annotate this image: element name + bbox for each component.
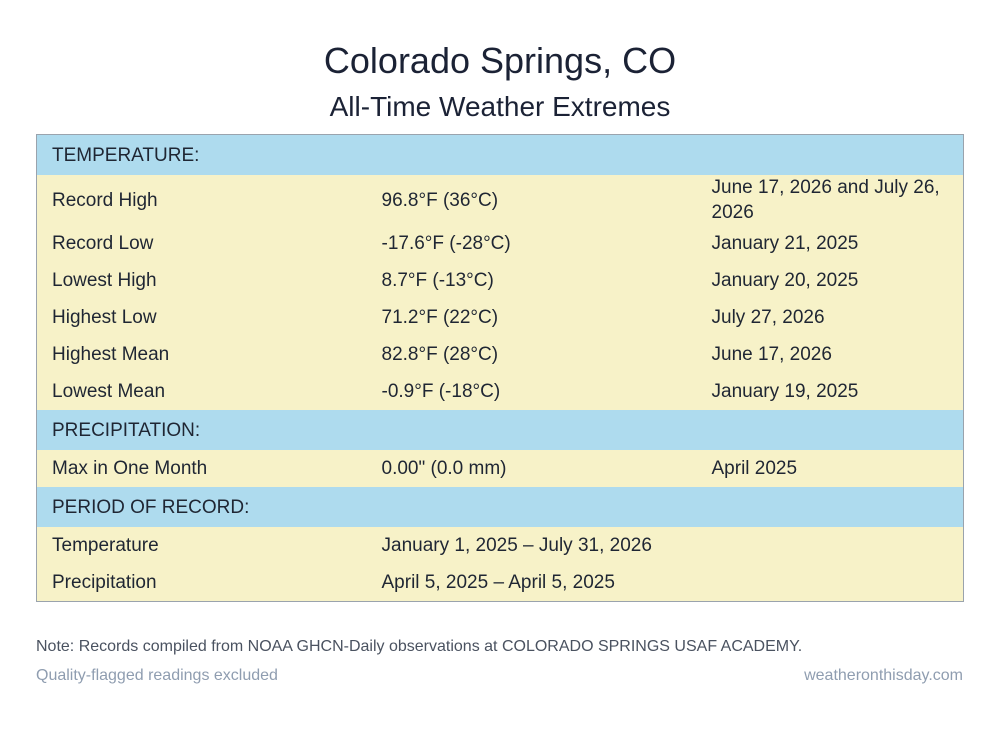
cell: Lowest High (36, 262, 367, 299)
cell: 0.00" (0.0 mm) (366, 450, 697, 487)
cell: Lowest Mean (36, 373, 367, 410)
section-label: PERIOD OF RECORD: (36, 487, 964, 527)
cell: January 1, 2025 – July 31, 2026 (366, 527, 697, 564)
cell: Max in One Month (36, 450, 367, 487)
data-row: Record Low -17.6°F (-28°C) January 21, 202… (36, 225, 964, 262)
source: weatheronthisday.com (804, 667, 963, 684)
cell: July 27, 2026 (696, 299, 964, 336)
cell: June 17, 2026 (696, 336, 964, 373)
empty-cell (696, 564, 964, 602)
section-label: TEMPERATURE: (36, 134, 964, 175)
cell: Highest Mean (36, 336, 367, 373)
qualifier: Quality-flagged readings excluded (36, 667, 278, 684)
data-row: Highest Mean 82.8°F (28°C) June 17, 2026 (36, 336, 964, 373)
cell: 8.7°F (-13°C) (366, 262, 697, 299)
cell: January 21, 2025 (696, 225, 964, 262)
extremes-table: TEMPERATURE: Record High 96.8°F (36°C) June… (36, 134, 964, 602)
cell: January 20, 2025 (696, 262, 964, 299)
cell: Temperature (36, 527, 367, 564)
cell: Precipitation (36, 564, 367, 602)
data-row: Precipitation April 5, 2025 – April 5, 20… (36, 564, 964, 602)
cell: April 5, 2025 – April 5, 2025 (366, 564, 697, 602)
empty-cell (696, 527, 964, 564)
cell: 96.8°F (36°C) (366, 175, 697, 225)
cell: 71.2°F (22°C) (366, 299, 697, 336)
section-row: PRECIPITATION: (36, 410, 964, 450)
subtitle: All-Time Weather Extremes (329, 91, 671, 122)
cell: Record Low (36, 225, 367, 262)
data-row: Temperature January 1, 2025 – July 31, 20… (36, 527, 964, 564)
cell: January 19, 2025 (696, 373, 964, 410)
data-row: Max in One Month 0.00" (0.0 mm) April 2025 (36, 450, 964, 487)
cell: June 17, 2026 and July 26, 2026 (696, 175, 964, 225)
section-row: PERIOD OF RECORD: (36, 487, 964, 527)
cell: Highest Low (36, 299, 367, 336)
data-row: Highest Low 71.2°F (22°C) July 27, 2026 (36, 299, 964, 336)
cell: 82.8°F (28°C) (366, 336, 697, 373)
section-label: PRECIPITATION: (36, 410, 964, 450)
section-row: TEMPERATURE: (36, 134, 964, 175)
cell: -0.9°F (-18°C) (366, 373, 697, 410)
data-row: Lowest Mean -0.9°F (-18°C) January 19, 202… (36, 373, 964, 410)
data-row: Record High 96.8°F (36°C) June 17, 2026 an… (36, 175, 964, 225)
cell: Record High (36, 175, 367, 225)
cell: -17.6°F (-28°C) (366, 225, 697, 262)
title: Colorado Springs, CO (323, 40, 677, 81)
cell: April 2025 (696, 450, 964, 487)
note: Note: Records compiled from NOAA GHCN-Da… (36, 638, 803, 655)
data-row: Lowest High 8.7°F (-13°C) January 20, 2025 (36, 262, 964, 299)
